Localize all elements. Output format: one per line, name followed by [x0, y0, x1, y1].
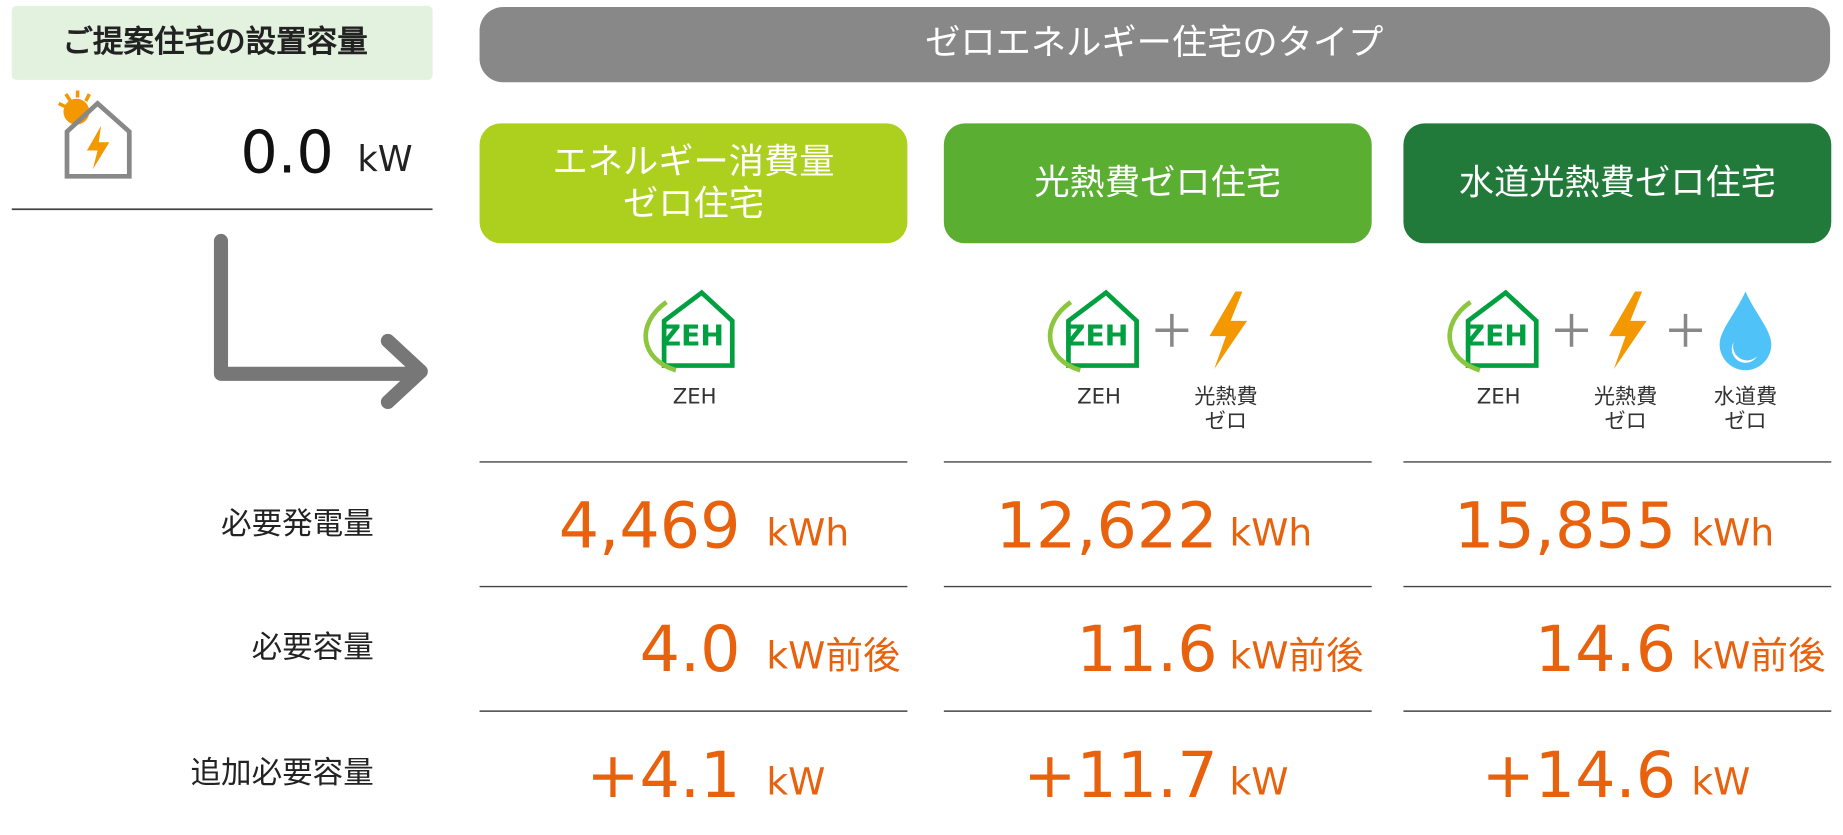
zeh-house	[1066, 289, 1139, 368]
bolt-icon	[1609, 291, 1647, 370]
row-value: 4.0	[640, 612, 741, 686]
plus	[1669, 313, 1702, 347]
row-value: +14.6	[1482, 738, 1677, 812]
row-unit: kWh	[1229, 510, 1312, 554]
row-value: 14.6	[1535, 612, 1676, 686]
icon-label: ZEH	[1477, 383, 1521, 408]
arrow	[213, 233, 428, 410]
summary-unit: kW	[357, 139, 412, 180]
type-title: ゼロ住宅	[623, 184, 764, 225]
row-unit: kWh	[1691, 510, 1774, 554]
plus	[1555, 313, 1588, 347]
zeh-icon: ZEH	[643, 289, 735, 373]
row-unit: kW	[1691, 759, 1750, 803]
type-title: 水道光熱費ゼロ住宅	[1459, 163, 1776, 204]
row-unit: kWh	[766, 510, 849, 554]
icon-label: 光熱費	[1594, 383, 1657, 408]
row-value: 12,622	[996, 489, 1218, 563]
icon-label: ゼロ	[1205, 408, 1247, 433]
row-value: +4.1	[586, 738, 740, 812]
zeh-leaf	[1047, 300, 1081, 373]
house-icon	[57, 90, 132, 179]
type-box	[943, 123, 1372, 244]
zeh-icon: ZEH	[1047, 289, 1139, 373]
zeh-mark: ZEH	[1465, 319, 1528, 352]
zeh-mark: ZEH	[661, 319, 724, 352]
row-label: 必要容量	[252, 630, 374, 665]
type-box	[1403, 123, 1832, 244]
drop-icon	[1719, 291, 1772, 371]
zeh-leaf	[643, 300, 677, 373]
type-title: エネルギー消費量	[552, 141, 834, 182]
icon-label: 水道費	[1714, 383, 1777, 408]
summary-title: ご提案住宅の設置容量	[62, 24, 367, 60]
zeh-house	[1465, 289, 1539, 368]
zeh-leaf	[1447, 300, 1481, 373]
zeh-house	[661, 289, 735, 368]
icon-label: ZEH	[1077, 383, 1121, 408]
icon-label: ゼロ	[1724, 408, 1766, 433]
row-unit: kW	[1229, 759, 1288, 803]
row-label: 追加必要容量	[190, 756, 373, 791]
zeh-icon: ZEH	[1447, 289, 1539, 373]
plus	[1155, 313, 1189, 347]
row-unit: kW前後	[1229, 634, 1363, 678]
row-label: 必要発電量	[221, 507, 374, 542]
drop-moon	[1731, 342, 1758, 363]
summary-value: 0.0	[240, 117, 333, 186]
icon-label: 光熱費	[1194, 383, 1257, 408]
type-title: 光熱費ゼロ住宅	[1034, 163, 1281, 204]
summary-title-box	[11, 5, 433, 80]
row-value: 15,855	[1454, 489, 1676, 563]
row-unit: kW前後	[1691, 634, 1825, 678]
type-box	[479, 123, 908, 244]
row-unit: kW前後	[766, 634, 900, 678]
row-value: +11.7	[1023, 738, 1218, 812]
row-value: 11.6	[1076, 612, 1217, 686]
row-unit: kW	[766, 759, 825, 803]
zeh-mark: ZEH	[1065, 319, 1128, 352]
row-value: 4,469	[559, 489, 741, 563]
icon-label: ゼロ	[1604, 408, 1646, 433]
header-bar	[479, 7, 1831, 83]
header: ゼロエネルギー住宅のタイプ	[925, 23, 1383, 64]
bolt-icon	[1209, 291, 1248, 370]
icon-label: ZEH	[673, 383, 717, 408]
